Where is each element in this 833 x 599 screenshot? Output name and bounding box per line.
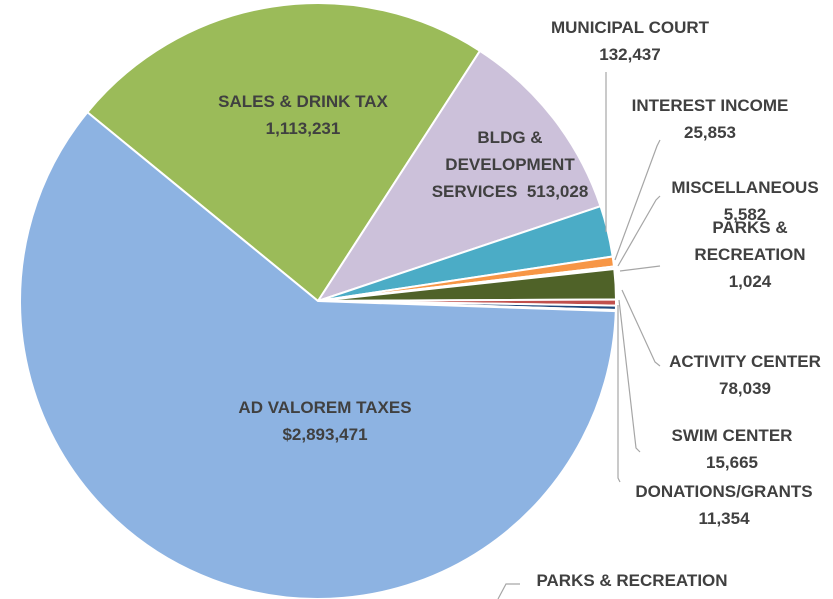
- leader-line: [614, 139, 661, 261]
- slice-label: ACTIVITY CENTER 78,039: [615, 348, 833, 402]
- category-label: DONATIONS/GRANTS: [635, 482, 813, 501]
- value-label: 11,354: [698, 509, 750, 528]
- value-label: 15,665: [706, 453, 758, 472]
- value-label: 132,437: [599, 45, 661, 64]
- slice-label: MUNICIPAL COURT 132,437: [500, 14, 760, 68]
- value-label: 78,039: [719, 379, 771, 398]
- leader-line: [621, 289, 661, 367]
- slice-label: BLDG & DEVELOPMENT SERVICES 513,028: [423, 124, 598, 205]
- pie-slice: [19, 110, 617, 599]
- slice-label: DONATIONS/GRANTS 11,354: [594, 478, 833, 532]
- leader-line: [618, 299, 641, 453]
- category-label: BLDG & DEVELOPMENT SERVICES: [431, 128, 575, 201]
- leader-line: [497, 583, 520, 599]
- pie-slice: [85, 2, 482, 303]
- slice-label: MISCELLANEOUS 5,582: [615, 174, 833, 228]
- category-label: SWIM CENTER: [671, 426, 793, 445]
- category-label: PARKS & RECREATION: [536, 571, 728, 590]
- leader-line: [617, 305, 621, 483]
- slice-label: AD VALOREM TAXES $2,893,471: [195, 394, 455, 448]
- value-label: 1,113,231: [265, 119, 341, 138]
- slice-label: SALES & DRINK TAX 1,113,231: [173, 88, 433, 142]
- value-label: 5,582: [723, 205, 767, 224]
- slice-label: INTEREST INCOME 25,853: [580, 92, 833, 146]
- category-label: MUNICIPAL COURT: [550, 18, 710, 37]
- value-label: 25,853: [684, 123, 736, 142]
- pie-slice: [315, 49, 602, 303]
- leader-line: [617, 195, 661, 267]
- value-label: 513,028: [526, 182, 589, 201]
- slice-label: PARKS & RECREATION: [502, 567, 762, 594]
- value-label: 1,024: [728, 272, 772, 291]
- category-label: SALES & DRINK TAX: [218, 92, 388, 111]
- slice-label: SWIM CENTER 15,665: [602, 422, 833, 476]
- category-label: AD VALOREM TAXES: [238, 398, 412, 417]
- leader-line: [619, 265, 661, 272]
- value-label: $2,893,471: [282, 425, 368, 444]
- slice-label: PARKS & RECREATION 1,024: [683, 214, 818, 295]
- category-label: ACTIVITY CENTER: [669, 352, 821, 371]
- category-label: MISCELLANEOUS: [671, 178, 819, 197]
- category-label: PARKS & RECREATION: [694, 218, 806, 264]
- category-label: INTEREST INCOME: [631, 96, 789, 115]
